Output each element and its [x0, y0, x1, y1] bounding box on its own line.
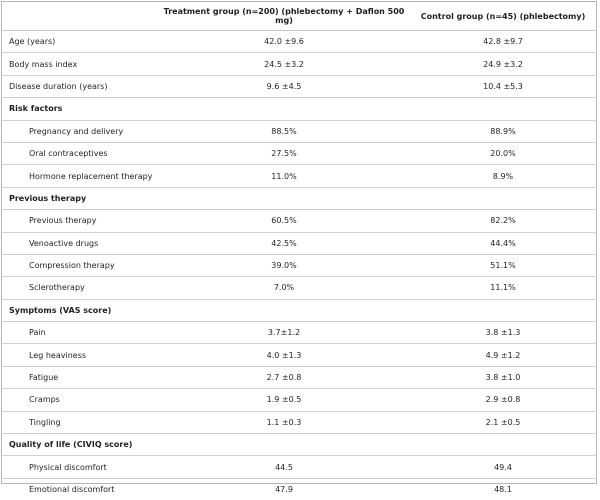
treatment-value: 27.5% — [159, 142, 409, 164]
control-value: 3.8 ±1.0 — [409, 366, 597, 388]
treatment-value: 42.0 ±9.6 — [159, 31, 409, 53]
row-label: Venoactive drugs — [1, 232, 159, 254]
control-value: 44.4% — [409, 232, 597, 254]
control-value: 24.9 ±3.2 — [409, 53, 597, 75]
control-value: 48.1 — [409, 478, 597, 500]
control-value: 4.9 ±1.2 — [409, 344, 597, 366]
section-header-row: Symptoms (VAS score) — [1, 299, 597, 321]
treatment-value: 42.5% — [159, 232, 409, 254]
control-value: 2.9 ±0.8 — [409, 389, 597, 411]
treatment-value: 4.0 ±1.3 — [159, 344, 409, 366]
control-value: 2.1 ±0.5 — [409, 411, 597, 433]
header-label-column — [1, 2, 159, 31]
section-header-row: Quality of life (CIVIQ score) — [1, 434, 597, 456]
treatment-value: 2.7 ±0.8 — [159, 366, 409, 388]
treatment-value: 60.5% — [159, 210, 409, 232]
row-label: Pregnancy and delivery — [1, 120, 159, 142]
treatment-value: 7.0% — [159, 277, 409, 299]
row-label: Leg heaviness — [1, 344, 159, 366]
section-title: Previous therapy — [1, 187, 597, 209]
treatment-value: 3.7±1.2 — [159, 322, 409, 344]
section-title: Symptoms (VAS score) — [1, 299, 597, 321]
header-control-group: Control group (n=45) (phlebectomy) — [409, 2, 597, 31]
control-value: 11.1% — [409, 277, 597, 299]
control-value: 51.1% — [409, 254, 597, 276]
row-label: Fatigue — [1, 366, 159, 388]
row-label: Sclerotherapy — [1, 277, 159, 299]
section-title: Risk factors — [1, 98, 597, 120]
section-header-row: Risk factors — [1, 98, 597, 120]
treatment-value: 11.0% — [159, 165, 409, 187]
row-label: Hormone replacement therapy — [1, 165, 159, 187]
row-label: Age (years) — [1, 31, 159, 53]
treatment-value: 44.5 — [159, 456, 409, 478]
control-value: 10.4 ±5.3 — [409, 75, 597, 97]
control-value: 3.8 ±1.3 — [409, 322, 597, 344]
control-value: 49.4 — [409, 456, 597, 478]
row-label: Emotional discomfort — [1, 478, 159, 500]
treatment-value: 39.0% — [159, 254, 409, 276]
control-value: 42.8 ±9.7 — [409, 31, 597, 53]
treatment-value: 47.9 — [159, 478, 409, 500]
treatment-value: 88.5% — [159, 120, 409, 142]
treatment-value: 1.1 ±0.3 — [159, 411, 409, 433]
section-title: Quality of life (CIVIQ score) — [1, 434, 597, 456]
row-label: Previous therapy — [1, 210, 159, 232]
control-value: 88.9% — [409, 120, 597, 142]
section-header-row: Previous therapy — [1, 187, 597, 209]
row-label: Oral contraceptives — [1, 142, 159, 164]
row-label: Cramps — [1, 389, 159, 411]
treatment-value: 24.5 ±3.2 — [159, 53, 409, 75]
row-label: Tingling — [1, 411, 159, 433]
row-label: Pain — [1, 322, 159, 344]
treatment-value: 9.6 ±4.5 — [159, 75, 409, 97]
header-treatment-group: Treatment group (n=200) (phlebectomy + D… — [159, 2, 409, 31]
treatment-value: 1.9 ±0.5 — [159, 389, 409, 411]
table-header-row: Treatment group (n=200) (phlebectomy + D… — [1, 2, 597, 31]
control-value: 8.9% — [409, 165, 597, 187]
row-label: Physical discomfort — [1, 456, 159, 478]
row-label: Disease duration (years) — [1, 75, 159, 97]
control-value: 82.2% — [409, 210, 597, 232]
row-label: Compression therapy — [1, 254, 159, 276]
control-value: 20.0% — [409, 142, 597, 164]
row-label: Body mass index — [1, 53, 159, 75]
